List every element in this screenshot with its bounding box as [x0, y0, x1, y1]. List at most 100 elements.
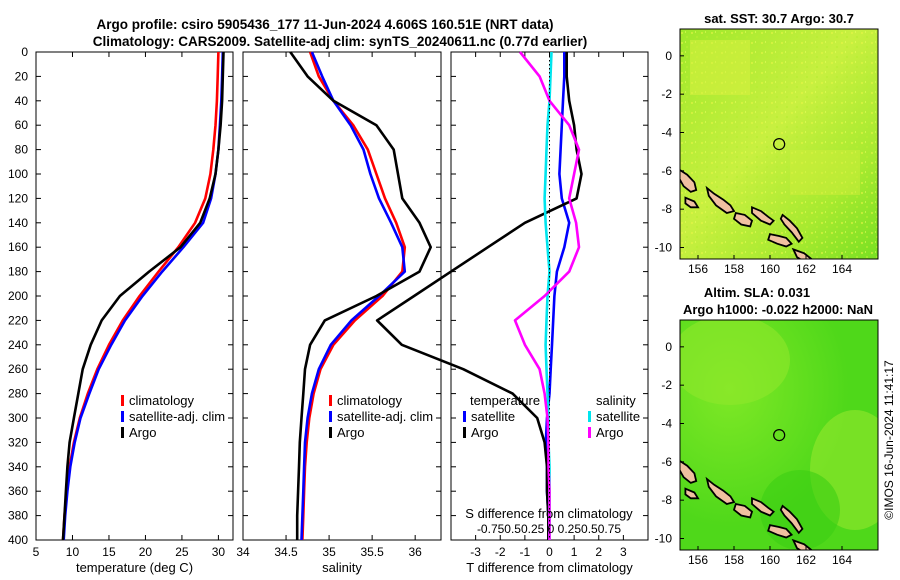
- y-tick-label: -2: [661, 87, 672, 101]
- y-tick-label: 120: [8, 191, 28, 205]
- plot-frame: [35, 51, 234, 541]
- sla-map-subtitle: Argo h1000: -0.022 h2000: NaN: [683, 302, 873, 317]
- x-tick-label: -1: [520, 545, 531, 559]
- y-tick-label: 360: [8, 484, 28, 498]
- sla-high-patch: [680, 320, 790, 405]
- sla-map-frame: [679, 319, 879, 551]
- series-line-climatology: [61, 51, 220, 541]
- legend-swatch: [121, 411, 124, 422]
- island: [791, 538, 813, 550]
- plot-frame: [242, 51, 442, 541]
- legend-swatch: [121, 427, 124, 438]
- y-tick-label: 140: [8, 216, 28, 230]
- x-tick-label: 34: [236, 545, 250, 559]
- island: [751, 496, 775, 517]
- legend-title: temperature: [470, 393, 540, 408]
- legend-swatch: [463, 427, 466, 438]
- sla-map-title: Altim. SLA: 0.031: [704, 285, 810, 300]
- island: [732, 211, 754, 228]
- y-tick-label: 200: [8, 289, 28, 303]
- series-line-argo-temperature-: [375, 52, 583, 540]
- x-tick-label: 164: [832, 553, 852, 567]
- temperature-panel: 5 10 15 20 25 3002040608010012014016018020022…: [8, 45, 234, 575]
- y-tick-label: 0: [665, 49, 672, 63]
- y-tick-label: -4: [661, 417, 672, 431]
- sst-argo-marker: [773, 138, 786, 151]
- salinity-panel: 34 34.5 35 35.5 36 salinity climatologysatelli…: [236, 51, 442, 575]
- x-tick-label: 30: [212, 545, 226, 559]
- sst-map-axes: 156 158 160 162 164 0 -2 -4 -6 -8 -10: [655, 49, 853, 276]
- legend-label: Argo: [337, 425, 364, 440]
- y-tick-label: 0: [21, 45, 28, 59]
- legend-label: satellite: [596, 409, 640, 424]
- island: [779, 213, 804, 244]
- y-tick-label: 80: [15, 143, 29, 157]
- legend-swatch: [121, 395, 124, 406]
- island: [779, 504, 804, 535]
- legend-label: satellite: [471, 409, 515, 424]
- x-tick-label: -3: [470, 545, 481, 559]
- difference-panel: -3 -2 -1 0 1 2 3T difference from climatology S…: [375, 51, 649, 575]
- y-tick-label: 160: [8, 240, 28, 254]
- legend-swatch: [588, 427, 591, 438]
- y-tick-label: -10: [655, 241, 673, 255]
- land-outlines: [680, 459, 813, 550]
- sst-map-frame: [679, 28, 879, 260]
- sst-warm-patch-2: [790, 150, 860, 195]
- island: [751, 205, 775, 226]
- x-axis-label: temperature (deg C): [76, 560, 193, 575]
- island: [680, 459, 698, 484]
- y-tick-label: -4: [661, 126, 672, 140]
- x-tick-label: 162: [796, 553, 816, 567]
- header-line2: Climatology: CARS2009. Satellite-adj cli…: [93, 34, 587, 49]
- y-tick-label: 20: [15, 69, 29, 83]
- y-tick-label: -8: [661, 202, 672, 216]
- x-tick-label: 164: [832, 262, 852, 276]
- y-tick-label: 300: [8, 411, 28, 425]
- legend-title: salinity: [596, 393, 636, 408]
- island: [684, 487, 700, 500]
- legend-label: climatology: [129, 393, 195, 408]
- legend-label: Argo: [471, 425, 498, 440]
- y-tick-label: 340: [8, 460, 28, 474]
- x-tick-label: 3: [620, 545, 627, 559]
- y-tick-label: 100: [8, 167, 28, 181]
- header-line1: Argo profile: csiro 5905436_177 11-Jun-2…: [97, 17, 554, 32]
- y-tick-label: -2: [661, 378, 672, 392]
- x-tick-label: 162: [796, 262, 816, 276]
- x-tick-label: 35: [322, 545, 336, 559]
- legend-label: satellite-adj. clim: [129, 409, 225, 424]
- x-tick-label: 156: [688, 553, 708, 567]
- sst-map: sat. SST: 30.7 Argo: 30.7 156 158 160 162 16…: [655, 11, 879, 276]
- y-tick-label: 40: [15, 94, 29, 108]
- legend-swatch: [329, 411, 332, 422]
- island: [705, 476, 736, 505]
- x-tick-label: 1: [571, 545, 578, 559]
- island: [680, 168, 698, 193]
- y-tick-label: -6: [661, 455, 672, 469]
- x-tick-label: 15: [102, 545, 116, 559]
- legend-swatch: [329, 427, 332, 438]
- x-tick-label: 2: [595, 545, 602, 559]
- x-tick-label: 160: [760, 262, 780, 276]
- y-tick-label: 240: [8, 338, 28, 352]
- legend-swatch: [463, 411, 466, 422]
- x-tick-label: 10: [66, 545, 80, 559]
- x-tick-label: 25: [175, 545, 189, 559]
- x-tick-label: 158: [724, 262, 744, 276]
- y-tick-label: -8: [661, 493, 672, 507]
- legend-label: satellite-adj. clim: [337, 409, 433, 424]
- island: [684, 196, 700, 209]
- legend-label: Argo: [596, 425, 623, 440]
- x-tick-label: 20: [139, 545, 153, 559]
- x-tick-label: 5: [33, 545, 40, 559]
- series-line-argo: [289, 51, 432, 540]
- top-axis-label: S difference from climatology: [465, 506, 633, 521]
- y-tick-label: 260: [8, 362, 28, 376]
- x-axis-label: T difference from climatology: [466, 560, 633, 575]
- x-tick-label: 0: [546, 545, 553, 559]
- x-tick-label: 160: [760, 553, 780, 567]
- series-line-satellite-adj-clim: [62, 51, 225, 541]
- x-tick-label: 36: [408, 545, 422, 559]
